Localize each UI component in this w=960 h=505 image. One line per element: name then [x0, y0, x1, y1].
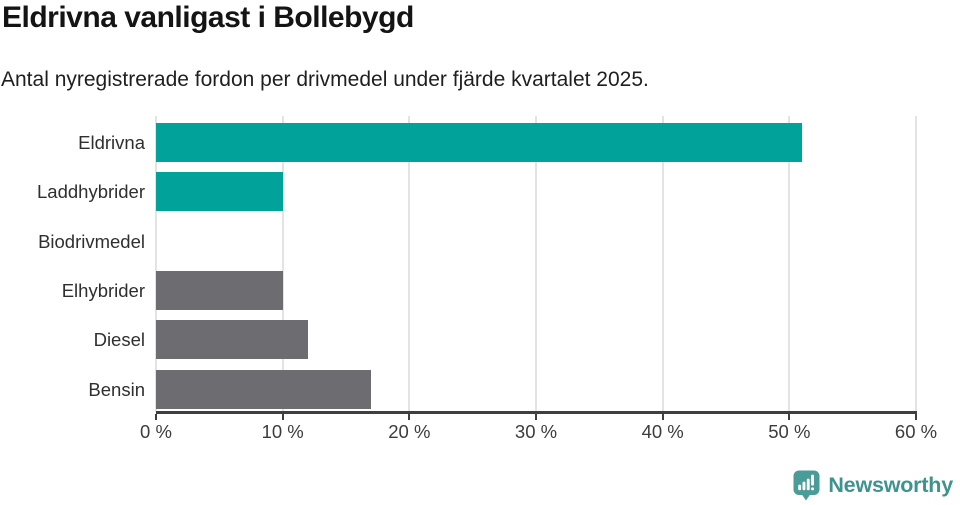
gridline — [535, 116, 537, 412]
chart-row: Biodrivmedel — [38, 222, 916, 261]
gridline — [408, 116, 411, 412]
plot-area: Eldrivna Laddhybrider Biodrivmedel Elhybrid… — [37, 116, 917, 412]
category-label-laddhybrider: Laddhybrider — [37, 181, 145, 203]
chart-subtitle: Antal nyregistrerade fordon per drivmede… — [1, 68, 649, 91]
gridline — [155, 116, 157, 412]
bar-elhybrider — [156, 270, 283, 310]
chart-row: Eldrivna — [78, 123, 916, 162]
chart-row: Elhybrider — [62, 270, 916, 310]
x-axis-tick — [788, 414, 791, 420]
category-label-diesel: Diesel — [93, 329, 145, 351]
bar-eldrivna — [156, 123, 802, 162]
gridline — [915, 116, 917, 412]
x-axis-tick-label: 20 % — [388, 421, 431, 442]
x-axis-tick — [281, 414, 284, 420]
x-axis-tick — [155, 414, 157, 420]
x-axis-line — [156, 411, 917, 414]
x-axis-tick — [535, 414, 537, 420]
category-label-eldrivna: Eldrivna — [78, 132, 145, 153]
x-axis-tick-label: 50 % — [768, 421, 811, 442]
x-axis-tick-label: 60 % — [894, 421, 938, 442]
x-axis-tick-label: 30 % — [514, 421, 558, 442]
chart-row: Diesel — [94, 320, 916, 360]
bar-bensin — [156, 369, 372, 409]
x-axis-tick — [915, 414, 917, 420]
chart-title: Eldrivna vanligast i Bollebygd — [2, 1, 414, 34]
chart-row: Laddhybrider — [37, 172, 916, 212]
x-axis-tick-label: 10 % — [261, 421, 304, 442]
x-axis-tick-label: 0 % — [140, 421, 172, 442]
gridline — [281, 116, 284, 412]
gridline — [788, 116, 791, 412]
bar-laddhybrider — [156, 172, 283, 212]
gridline — [661, 116, 664, 412]
chart-row: Bensin — [88, 369, 916, 409]
category-label-elhybrider: Elhybrider — [61, 279, 145, 301]
newsworthy-logo: Newsworthy — [793, 470, 953, 501]
x-axis-tick — [661, 414, 664, 420]
brand-name: Newsworthy — [828, 473, 953, 497]
newsworthy-bubble-chart-icon — [793, 470, 820, 501]
x-axis-tick-label: 40 % — [641, 421, 684, 442]
category-label-biodrivmedel: Biodrivmedel — [38, 230, 145, 252]
bar-diesel — [156, 320, 308, 360]
category-label-bensin: Bensin — [88, 378, 145, 400]
x-axis-tick — [408, 414, 411, 420]
